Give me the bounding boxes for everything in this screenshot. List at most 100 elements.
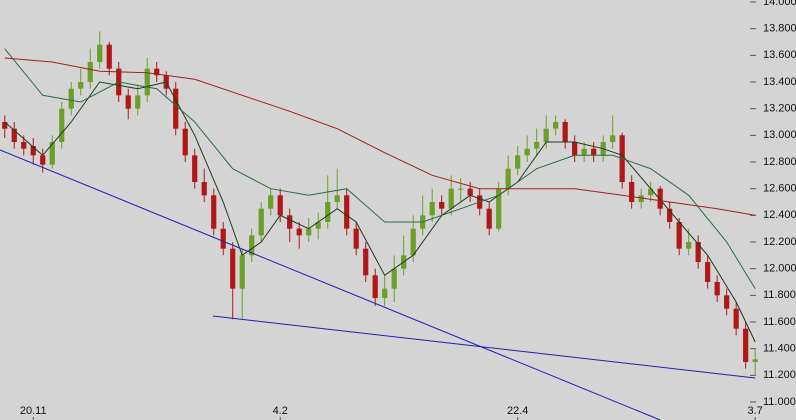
candle-body [125, 95, 131, 109]
candle-body [448, 188, 454, 209]
candle-body [743, 328, 749, 362]
candle-body [135, 95, 141, 109]
candle-body [353, 228, 359, 249]
candle-body [306, 228, 312, 236]
candle-body [78, 82, 84, 89]
y-tick-label: 11.800 [763, 289, 796, 301]
candle-body [382, 288, 388, 298]
x-tick-label: 4.2 [273, 405, 288, 417]
candle-body [505, 168, 511, 189]
candle-body [676, 222, 682, 249]
candle-body [534, 142, 540, 149]
line [4, 48, 756, 289]
candle-body [239, 255, 245, 289]
candle-body [325, 202, 331, 222]
y-tick-label: 13.000 [763, 129, 796, 141]
candle-body [258, 208, 264, 236]
candle-body [562, 122, 568, 142]
candle-body [695, 242, 701, 262]
candle-body [2, 122, 8, 129]
candle-body [334, 195, 340, 202]
candle-body [30, 146, 36, 156]
x-tick-label: 3.7 [748, 405, 763, 417]
candle-body [106, 44, 112, 69]
line [0, 149, 661, 420]
candle-body [439, 202, 445, 209]
candle-body [705, 262, 711, 282]
candle-body [182, 128, 188, 156]
y-tick-label: 11.000 [763, 396, 796, 408]
candle-body [11, 128, 17, 142]
candle-body [344, 195, 350, 229]
candle-body [220, 228, 226, 249]
y-tick-label: 13.600 [763, 49, 796, 61]
candle-body [287, 215, 293, 229]
candle-body [629, 182, 635, 202]
candle-body [638, 195, 644, 202]
line [4, 57, 756, 216]
candle-body [648, 188, 654, 196]
candle-body [315, 222, 321, 229]
candle-body [515, 155, 521, 169]
candle-body [192, 155, 198, 182]
y-tick-label: 12.600 [763, 183, 796, 195]
y-tick-label: 11.400 [763, 343, 796, 355]
candle-body [657, 188, 663, 209]
candle-body [87, 62, 93, 82]
y-tick-label: 14.000 [763, 0, 796, 8]
y-tick-label: 11.600 [763, 316, 796, 328]
candle-body [97, 44, 103, 62]
candle-body [249, 235, 255, 256]
x-tick-label: 22.4 [507, 405, 528, 417]
candle-body [467, 188, 473, 196]
candle-body [296, 228, 302, 236]
candle-body [667, 208, 673, 222]
candle-body [372, 275, 378, 298]
y-tick-label: 12.000 [763, 263, 796, 275]
candle-body [724, 295, 730, 309]
candle-body [391, 268, 397, 289]
candle-body [201, 182, 207, 196]
candle-body [543, 128, 549, 142]
y-tick-label: 11.200 [763, 369, 796, 381]
y-tick-label: 12.800 [763, 156, 796, 168]
candle-body [572, 142, 578, 156]
y-tick-label: 13.200 [763, 103, 796, 115]
line [4, 81, 756, 343]
candle-body [21, 142, 27, 149]
candle-body [40, 155, 46, 165]
candle-body [686, 242, 692, 249]
candle-body [429, 202, 435, 216]
candle-body [363, 248, 369, 276]
candle-body [496, 188, 502, 229]
candle-body [268, 195, 274, 209]
candle-body [68, 88, 74, 109]
candle-body [410, 228, 416, 256]
candle-body [230, 248, 236, 289]
y-tick-label: 12.200 [763, 236, 796, 248]
candle-body [59, 108, 65, 142]
candle-body [277, 195, 283, 216]
candle-body [553, 122, 559, 129]
line [212, 315, 756, 379]
candle-body [486, 208, 492, 229]
candle-body [49, 142, 55, 165]
candle-body [733, 308, 739, 329]
candle-body [173, 88, 179, 129]
y-tick-label: 13.800 [763, 23, 796, 35]
candle-body [610, 135, 616, 142]
candle-body [524, 148, 530, 156]
candle-body [591, 148, 597, 156]
x-tick-label: 20.11 [20, 405, 47, 417]
candle-body [144, 68, 150, 96]
candle-body [714, 282, 720, 296]
candle-body [752, 359, 758, 362]
y-tick-label: 12.400 [763, 209, 796, 221]
candle-body [581, 148, 587, 156]
candle-body [458, 188, 464, 190]
candle-body [211, 195, 217, 229]
candle-body [154, 68, 160, 76]
y-tick-label: 13.400 [763, 76, 796, 88]
